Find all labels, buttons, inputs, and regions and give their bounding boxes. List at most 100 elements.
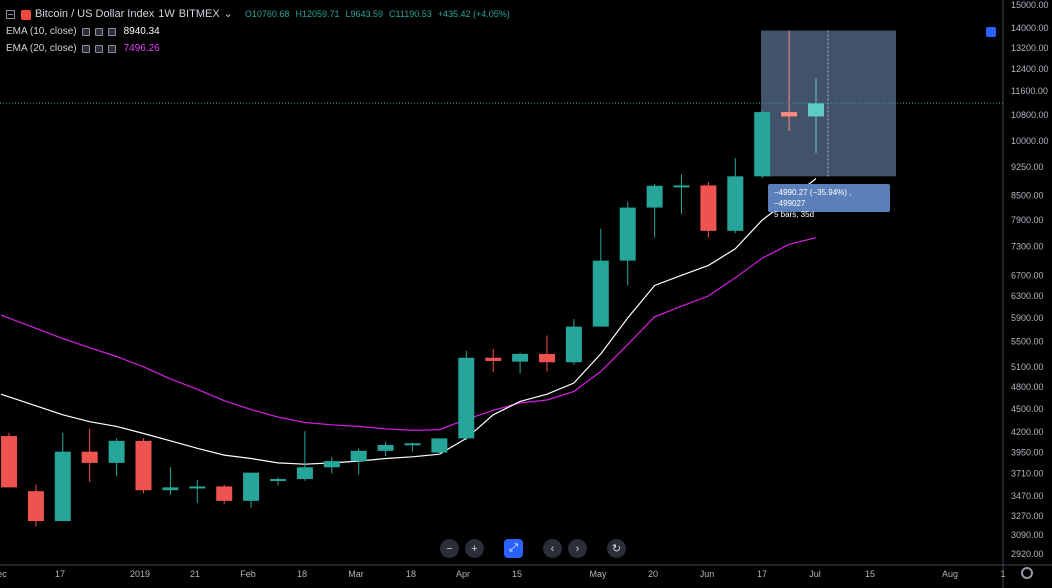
time-tick-label: 15 — [865, 569, 875, 579]
interval[interactable]: 1W — [158, 8, 175, 20]
exchange[interactable]: BITMEX — [178, 8, 220, 20]
symbol-title[interactable]: Bitcoin / US Dollar Index — [35, 8, 155, 20]
visibility-icon[interactable] — [81, 44, 90, 53]
candle-body[interactable] — [216, 486, 233, 501]
indicator-value: 8940.34 — [123, 26, 160, 37]
price-tick-label: 11600.00 — [1011, 86, 1048, 96]
candle-body[interactable] — [619, 207, 636, 261]
candle-body[interactable] — [727, 176, 744, 231]
candle-body[interactable] — [54, 451, 71, 522]
candle-body[interactable] — [377, 444, 394, 451]
price-tick-label: 10000.00 — [1011, 136, 1049, 146]
price-tick-label: 13200.00 — [1011, 43, 1049, 53]
candle-body[interactable] — [592, 260, 609, 327]
ohlc-values: O10760.68 H12059.71 L9643.59 C11190.53 +… — [245, 6, 510, 23]
time-tick-label: Jun — [700, 569, 715, 579]
candle-body[interactable] — [404, 443, 421, 446]
ema-10-line — [0, 178, 817, 465]
brand-icon — [21, 9, 31, 20]
measure-line-2: 5 bars, 35d — [774, 210, 815, 219]
price-tick-label: 12400.00 — [1011, 64, 1049, 74]
candle-body[interactable] — [512, 353, 529, 362]
scroll-left-button[interactable]: ‹ — [543, 539, 562, 558]
settings-icon[interactable] — [94, 27, 103, 36]
candles — [1, 30, 824, 527]
candle-body[interactable] — [565, 326, 582, 363]
save-icon[interactable] — [986, 27, 996, 37]
price-tick-label: 2920.00 — [1011, 549, 1044, 559]
candle-body[interactable] — [323, 461, 340, 468]
low-value: L9643.59 — [345, 9, 384, 19]
measure-line-1: −4990.27 (−35.94%) , −499027 — [774, 188, 852, 208]
indicator-row[interactable]: EMA (10, close) 8940.34 — [6, 23, 510, 40]
candle-body[interactable] — [700, 185, 717, 231]
time-tick-label: Apr — [456, 569, 470, 579]
time-tick-label: Jul — [809, 569, 821, 579]
chevron-down-icon[interactable]: ⌄ — [223, 8, 233, 20]
candle-body[interactable] — [808, 103, 824, 117]
candle-body[interactable] — [539, 353, 555, 363]
candle-body[interactable] — [108, 440, 125, 463]
time-tick-label: 15 — [512, 569, 522, 579]
time-axis: ec 17 2019 21 Feb 18 Mar 18 Apr 15 May 20 Jun 17 Jul 15… — [0, 569, 1006, 579]
candle-body[interactable] — [27, 491, 44, 522]
price-tick-label: 7900.00 — [1011, 215, 1044, 225]
candle-body[interactable] — [135, 440, 152, 491]
measure-tooltip: −4990.27 (−35.94%) , −499027 5 bars, 35d — [768, 184, 890, 219]
indicator-row[interactable]: EMA (20, close) 7496.26 — [6, 40, 510, 57]
time-tick-label: 21 — [190, 569, 200, 579]
price-tick-label: 4200.00 — [1011, 427, 1044, 437]
price-axis: 2920.00 3090.00 3270.00 3470.00 3710.00 3950.… — [1011, 0, 1049, 559]
zoom-out-button[interactable]: − — [440, 539, 459, 558]
legend: Bitcoin / US Dollar Index 1W BITMEX ⌄ O1… — [6, 6, 510, 57]
scroll-right-button[interactable]: › — [568, 539, 587, 558]
settings-icon[interactable] — [94, 44, 103, 53]
candle-body[interactable] — [458, 357, 475, 439]
candle-body[interactable] — [81, 451, 98, 463]
candle-body[interactable] — [243, 472, 260, 501]
candle-body[interactable] — [162, 487, 179, 491]
candle-body[interactable] — [781, 112, 798, 117]
time-tick-label: 17 — [55, 569, 65, 579]
change-value: +435.42 (+4.05%) — [437, 9, 510, 19]
candle-body[interactable] — [754, 112, 771, 177]
price-tick-label: 3710.00 — [1011, 469, 1044, 479]
price-tick-label: 3470.00 — [1011, 491, 1044, 501]
time-tick-label: ec — [0, 569, 7, 579]
price-tick-label: 4800.00 — [1011, 382, 1044, 392]
reset-button[interactable]: ↻ — [607, 539, 626, 558]
time-tick-label: Aug — [942, 569, 958, 579]
visibility-icon[interactable] — [81, 27, 90, 36]
candle-body[interactable] — [485, 357, 502, 361]
indicator-label[interactable]: EMA (10, close) — [6, 26, 77, 37]
price-tick-label: 9250.00 — [1011, 162, 1044, 172]
price-tick-label: 4500.00 — [1011, 404, 1044, 414]
bottom-toolbar: − + ⤢ ‹ › ↻ — [440, 539, 626, 558]
time-tick-label: 1 — [1000, 569, 1005, 579]
fullscreen-button[interactable]: ⤢ — [504, 539, 523, 558]
candle-body[interactable] — [431, 438, 448, 453]
zoom-in-button[interactable]: + — [465, 539, 484, 558]
price-tick-label: 5100.00 — [1011, 362, 1044, 372]
indicator-label[interactable]: EMA (20, close) — [6, 43, 77, 54]
price-tick-label: 15000.00 — [1011, 0, 1049, 10]
time-tick-label: 17 — [757, 569, 767, 579]
candle-body[interactable] — [350, 450, 367, 462]
price-tick-label: 6700.00 — [1011, 270, 1044, 280]
candle-body[interactable] — [189, 486, 206, 489]
candle-body[interactable] — [296, 467, 313, 480]
close-icon[interactable] — [107, 44, 116, 53]
collapse-icon[interactable] — [6, 10, 15, 19]
close-icon[interactable] — [107, 27, 116, 36]
price-tick-label: 3950.00 — [1011, 448, 1044, 458]
candle-body[interactable] — [1, 435, 17, 488]
close-value: C11190.53 — [389, 9, 432, 19]
candle-body[interactable] — [270, 479, 286, 482]
gear-icon[interactable] — [1021, 567, 1033, 579]
candle-body[interactable] — [673, 185, 690, 188]
high-value: H12059.71 — [295, 9, 340, 19]
price-tick-label: 5900.00 — [1011, 313, 1044, 323]
candle-body[interactable] — [646, 185, 663, 208]
